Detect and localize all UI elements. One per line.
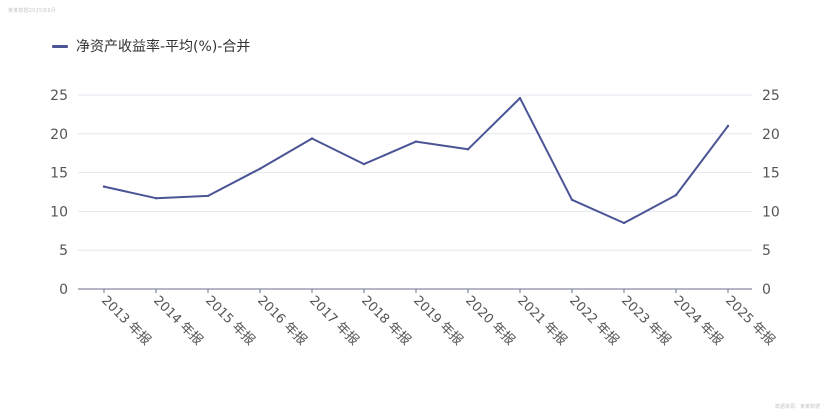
- x-tick-label: 2023 年报: [618, 293, 673, 348]
- x-tick-label: 2020 年报: [462, 293, 517, 348]
- grid-layer: [78, 94, 752, 251]
- data-point: [414, 140, 418, 143]
- x-tick-label: 2013 年报: [98, 293, 153, 348]
- y-tick-label-left: 15: [50, 166, 68, 182]
- data-point: [518, 96, 522, 100]
- data-point: [674, 193, 678, 197]
- y-tick-label-right: 15: [762, 166, 780, 182]
- x-tick-label: 2025 年报: [722, 293, 777, 348]
- data-point: [570, 198, 574, 201]
- x-tick-label: 2019 年报: [410, 293, 465, 348]
- data-point: [622, 221, 626, 225]
- series-line: [103, 97, 729, 224]
- x-tick-label: 2018 年报: [358, 293, 413, 348]
- y-tick-label-left: 10: [50, 204, 68, 220]
- y-tick-label-left: 25: [50, 88, 68, 104]
- data-point: [102, 185, 106, 188]
- legend: 净资产收益率-平均(%)-合并: [52, 36, 250, 56]
- y-tick-label-right: 0: [762, 282, 771, 298]
- y-tick-label-right: 5: [762, 243, 771, 259]
- x-tick-label: 2024 年报: [670, 293, 725, 348]
- x-tick-label: 2016 年报: [254, 293, 309, 348]
- x-tick-label: 2017 年报: [306, 293, 361, 348]
- data-point: [362, 162, 366, 166]
- watermark-top: 某某数据2025年6月: [8, 8, 57, 14]
- x-tick-label: 2021 年报: [514, 293, 569, 348]
- x-tick-label: 2022 年报: [566, 293, 621, 348]
- watermark-bottom: 数据来源：某某数据: [774, 404, 820, 410]
- y-tick-label-left: 5: [59, 243, 68, 259]
- legend-label: 净资产收益率-平均(%)-合并: [76, 39, 251, 55]
- legend-swatch: [52, 44, 68, 48]
- x-tick-label: 2014 年报: [150, 293, 205, 348]
- axis-layer: [78, 288, 752, 293]
- data-point: [310, 137, 314, 140]
- data-point: [206, 194, 210, 198]
- series-layer: [102, 96, 730, 225]
- y-tick-label-right: 25: [762, 88, 780, 104]
- y-tick-label-right: 10: [762, 204, 780, 220]
- y-tick-label-right: 20: [762, 127, 780, 143]
- y-tick-label-left: 20: [50, 127, 68, 143]
- y-tick-label-left: 0: [59, 282, 68, 298]
- data-point: [466, 148, 470, 151]
- data-point: [726, 124, 730, 128]
- data-point: [154, 197, 158, 200]
- x-tick-label: 2015 年报: [202, 293, 257, 348]
- data-point: [258, 167, 262, 170]
